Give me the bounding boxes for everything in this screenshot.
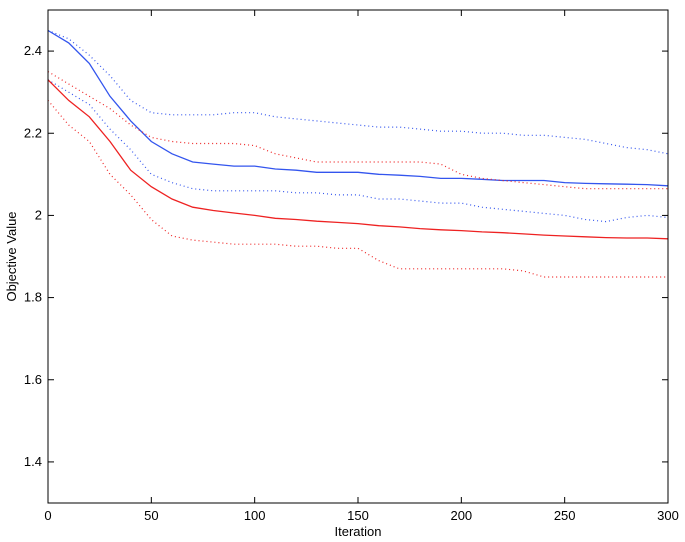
- x-tick-label: 50: [144, 508, 158, 523]
- red-dotted-series-line: [47, 100, 668, 278]
- x-tick-label: 150: [347, 508, 369, 523]
- x-tick-label: 300: [657, 508, 679, 523]
- blue-solid-series-line: [47, 29, 669, 187]
- x-tick-label: 250: [554, 508, 576, 523]
- x-tick-label: 200: [450, 508, 472, 523]
- x-axis-label: Iteration: [335, 524, 382, 539]
- y-tick-label: 2.2: [24, 125, 42, 140]
- y-tick-label: 1.6: [24, 372, 42, 387]
- tick-layer: 0 50 100 150 200 250 300 1.4 1.6 1.8 2 2.2 2.4: [24, 10, 679, 523]
- y-tick-label: 1.4: [24, 454, 42, 469]
- y-tick-label: 2.4: [24, 43, 42, 58]
- y-axis-label: Objective Value: [4, 211, 19, 301]
- y-tick-label: 2: [35, 207, 42, 222]
- red-solid-series-line: [47, 79, 669, 240]
- x-tick-label: 100: [244, 508, 266, 523]
- y-tick-label: 1.8: [24, 290, 42, 305]
- series-layer: [47, 29, 669, 278]
- red-dotted-series-line: [47, 71, 668, 190]
- x-tick-label: 0: [44, 508, 51, 523]
